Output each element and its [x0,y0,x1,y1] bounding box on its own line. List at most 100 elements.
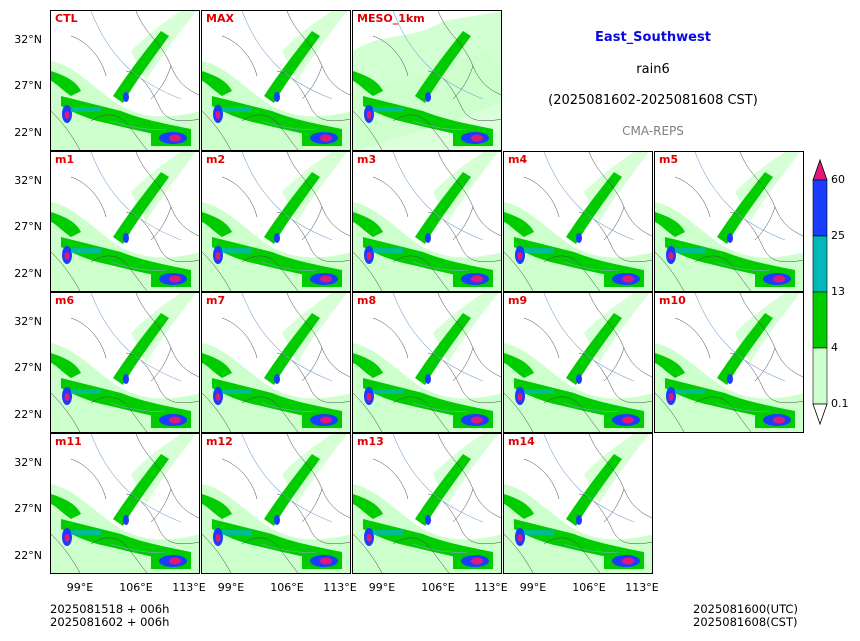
y-tick-label: 22°N [14,267,42,280]
chart-title-period: (2025081602-2025081608 CST) [548,93,758,108]
y-tick-label: 22°N [14,126,42,139]
precip-field [51,152,199,291]
rivers [392,152,484,271]
y-tick-label: 32°N [14,174,42,187]
x-tick-label: 99°E [368,581,396,594]
colorbar-segment [812,291,828,349]
precip-map [202,293,350,432]
panel-max: MAX [201,10,351,151]
rivers [241,434,333,553]
y-tick-label: 32°N [14,456,42,469]
x-tick-label: 113°E [172,581,206,594]
colorbar-tick: 0.1 [831,397,849,410]
precip-field [504,293,652,432]
x-tick-label: 113°E [323,581,357,594]
precip-map [504,293,652,432]
panel-m12: m12 [201,433,351,574]
footer-init-cst: 2025081602 + 006h [50,615,170,629]
precip-field [51,293,199,432]
x-tick-label: 106°E [572,581,606,594]
province-boundaries [353,293,501,432]
panel-label: m5 [659,153,679,166]
panel-label: MAX [206,12,234,25]
precip-map [504,152,652,291]
precip-map [655,293,803,432]
precip-field [504,152,652,291]
panel-m11: m11 [50,433,200,574]
precip-map [353,11,501,150]
y-tick-label: 32°N [14,315,42,328]
panel-m1: m1 [50,151,200,292]
precip-field [51,434,199,573]
panel-meso-1km: MESO_1km [352,10,502,151]
province-boundaries [202,293,350,432]
y-tick-label: 22°N [14,408,42,421]
x-tick-label: 113°E [474,581,508,594]
rivers [543,293,635,412]
precip-map [353,434,501,573]
panel-m13: m13 [352,433,502,574]
precip-map [504,434,652,573]
panel-label: m11 [55,435,82,448]
precip-field [202,152,350,291]
panel-label: m12 [206,435,233,448]
chart-title-region: East_Southwest [595,30,711,45]
rivers [694,152,786,271]
panel-m9: m9 [503,292,653,433]
rivers [90,152,182,271]
precip-field [655,293,803,432]
precip-field [353,434,501,573]
rivers [392,434,484,553]
x-tick-label: 106°E [119,581,153,594]
province-boundaries [51,11,199,150]
panel-label: m8 [357,294,377,307]
province-boundaries [504,434,652,573]
panel-label: m2 [206,153,226,166]
panel-label: m1 [55,153,75,166]
precip-map [202,152,350,291]
colorbar-extend-min [812,403,828,426]
panel-m7: m7 [201,292,351,433]
panel-m5: m5 [654,151,804,292]
precip-map [51,11,199,150]
x-tick-label: 99°E [519,581,547,594]
panel-m8: m8 [352,292,502,433]
colorbar-tick: 13 [831,285,845,298]
rivers [241,152,333,271]
rivers [90,293,182,412]
precip-field [353,11,501,150]
panel-m14: m14 [503,433,653,574]
precip-field [655,152,803,291]
panel-label: m6 [55,294,75,307]
precip-field [504,434,652,573]
y-tick-label: 27°N [14,502,42,515]
precip-field [51,11,199,150]
panel-m6: m6 [50,292,200,433]
panel-label: m9 [508,294,528,307]
y-tick-label: 27°N [14,220,42,233]
precip-map [353,293,501,432]
precip-map [353,152,501,291]
rivers [241,293,333,412]
rivers [241,11,333,130]
y-tick-label: 27°N [14,361,42,374]
chart-title-source: CMA-REPS [622,124,684,138]
province-boundaries [51,434,199,573]
panel-m2: m2 [201,151,351,292]
precip-map [51,293,199,432]
panel-label: m10 [659,294,686,307]
province-boundaries [504,152,652,291]
province-boundaries [51,152,199,291]
precip-field [202,434,350,573]
rivers [392,11,484,130]
panel-label: m7 [206,294,226,307]
panel-label: m3 [357,153,377,166]
colorbar-tick: 4 [831,341,838,354]
panel-m3: m3 [352,151,502,292]
colorbar-segment [812,235,828,293]
panel-ctl: CTL [50,10,200,151]
panel-m10: m10 [654,292,804,433]
precip-map [202,11,350,150]
chart-title-variable: rain6 [636,62,670,77]
panel-label: CTL [55,12,78,25]
